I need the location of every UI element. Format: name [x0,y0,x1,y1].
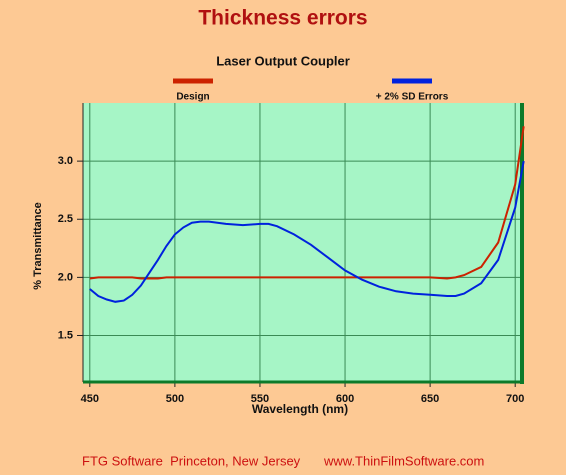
footer-right: www.ThinFilmSoftware.com [323,453,484,468]
x-tick-label: 550 [251,393,269,405]
y-tick-label: 2.5 [58,213,73,225]
y-axis-label: % Transmittance [32,202,44,289]
line-series [89,160,525,303]
x-tick-label: 700 [506,393,524,405]
y-tick-label: 1.5 [58,329,73,341]
x-tick-label: 500 [166,393,184,405]
chart-title: Thickness errors [198,7,367,30]
x-tick-label: 600 [336,393,354,405]
y-tick-label: 2.0 [58,271,73,283]
legend-label: + 2% SD Errors [376,92,449,103]
plot-area [83,103,522,382]
line-series [89,126,525,280]
chart-subtitle: Laser Output Coupler [216,53,350,68]
legend-label: Design [176,92,209,103]
x-tick-label: 450 [81,393,99,405]
y-tick-label: 3.0 [58,155,73,167]
x-tick-label: 650 [421,393,439,405]
x-axis-label: Wavelength (nm) [252,402,348,416]
footer-left: FTG Software Princeton, New Jersey [82,453,301,468]
